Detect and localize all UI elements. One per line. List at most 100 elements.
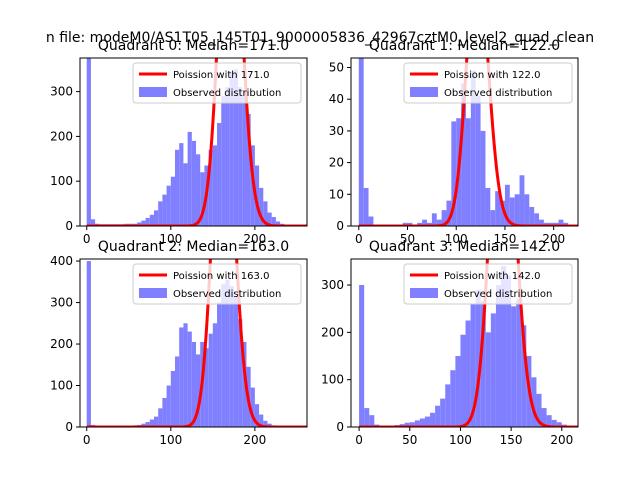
histogram-bar: [543, 222, 549, 226]
legend-label-poisson: Poission with 171.0: [173, 70, 269, 81]
quadrant-panel-3: Quadrant 3: Median=142.0 0 50 100 150 200 0 100…: [321, 239, 579, 447]
axes-frame: [79, 258, 308, 428]
legend-label-observed: Observed distribution: [173, 88, 281, 99]
legend: Poission with 142.0 Observed distribution: [403, 263, 573, 305]
histogram-bar: [225, 279, 230, 427]
histogram-bar: [191, 140, 197, 226]
histogram-bar: [470, 303, 476, 427]
y-tick-label: 200: [50, 129, 73, 143]
histogram-bar: [179, 143, 184, 226]
quadrant-panel-0: Quadrant 0: Median=171.0 0 100 200 0 100 200 30…: [50, 38, 308, 246]
histogram-bar: [162, 194, 167, 226]
histogram-bar: [149, 419, 154, 427]
x-tick-label: 100: [449, 433, 472, 447]
histogram-bar: [217, 302, 222, 427]
histogram-bar: [259, 414, 264, 427]
histogram-bar: [196, 354, 201, 427]
legend-label-observed: Observed distribution: [444, 88, 552, 99]
histogram-bar: [149, 214, 154, 226]
panel-title: Quadrant 1: Median=122.0: [369, 38, 560, 54]
legend-box: [132, 62, 302, 104]
histogram-bar: [485, 332, 491, 427]
histogram-bar: [208, 149, 213, 226]
histogram-bar: [263, 420, 268, 427]
histogram-bar: [414, 420, 420, 427]
histogram-bar: [511, 306, 517, 427]
histogram-bar: [368, 216, 374, 226]
histogram-bar: [208, 333, 213, 427]
x-tick-label: 100: [159, 433, 182, 447]
histogram-bar: [166, 385, 171, 427]
histogram-bar: [191, 341, 197, 427]
x-tick-label: 100: [445, 232, 468, 246]
y-tick-label: 100: [321, 373, 344, 387]
histogram-bar: [212, 145, 218, 226]
x-tick-label: 200: [542, 232, 565, 246]
histogram-bar: [445, 384, 451, 427]
histogram-bar: [153, 416, 159, 427]
histogram-bar: [553, 222, 559, 226]
histogram-bar: [480, 301, 486, 427]
poisson-curve: [358, 259, 578, 427]
histogram-bar: [419, 418, 425, 427]
histogram-bar: [431, 213, 437, 226]
histogram-bar: [369, 415, 375, 427]
histogram-bar: [137, 222, 142, 226]
histogram-bar: [259, 187, 264, 226]
legend-box: [132, 263, 302, 305]
axes-frame: [350, 57, 579, 227]
axes-frame: [79, 57, 308, 227]
histogram-bar: [490, 313, 496, 427]
histogram-bar: [170, 371, 176, 427]
histogram-bars: [86, 261, 285, 427]
histogram-bar: [175, 356, 180, 427]
histogram-bar: [233, 296, 239, 427]
legend-hist-swatch: [410, 87, 438, 97]
x-tick-label: 0: [355, 433, 363, 447]
histogram-bar: [556, 422, 562, 427]
histogram-bar: [242, 341, 247, 427]
legend-box: [403, 263, 573, 305]
histogram-bar: [141, 220, 146, 226]
histogram-bar: [407, 222, 413, 226]
histogram-bar: [506, 275, 512, 427]
histogram-bar: [229, 285, 234, 427]
histogram-bar: [539, 219, 544, 226]
histogram-bar: [546, 415, 552, 427]
histogram-bar: [271, 217, 276, 226]
histogram-bar: [480, 130, 486, 226]
legend-hist-swatch: [410, 288, 438, 298]
histogram-bar: [465, 118, 471, 226]
histogram-bar: [461, 83, 466, 226]
histogram-bar: [179, 327, 184, 427]
histogram-bar: [417, 222, 423, 226]
histogram-bars: [359, 266, 572, 427]
histogram-bar: [435, 405, 441, 427]
legend-box: [403, 62, 573, 104]
histogram-bar: [536, 393, 542, 427]
histogram-bar: [254, 404, 260, 427]
histogram-bar: [500, 200, 505, 226]
x-tick-label: 0: [83, 232, 91, 246]
legend-label-poisson: Poission with 163.0: [173, 271, 269, 282]
y-tick-label: 200: [50, 337, 73, 351]
histogram-bar: [402, 222, 408, 226]
y-tick-label: 0: [336, 420, 344, 434]
histogram-bar: [250, 387, 255, 427]
histogram-bar: [490, 210, 496, 226]
legend: Poission with 122.0 Observed distribution: [403, 62, 573, 104]
y-tick-label: 40: [329, 92, 344, 106]
legend-label-observed: Observed distribution: [444, 289, 552, 300]
histogram-bar: [475, 289, 481, 427]
histogram-bar: [229, 71, 234, 226]
histogram-bar: [495, 191, 501, 226]
histogram-bar: [359, 285, 365, 427]
histogram-bar: [358, 58, 364, 226]
histogram-bar: [183, 323, 188, 427]
histogram-bar: [485, 187, 491, 226]
x-tick-label: 200: [243, 433, 266, 447]
histogram-bar: [86, 58, 91, 226]
histogram-bar: [422, 219, 427, 226]
histogram-bar: [548, 222, 554, 226]
histogram-bar: [460, 334, 466, 427]
